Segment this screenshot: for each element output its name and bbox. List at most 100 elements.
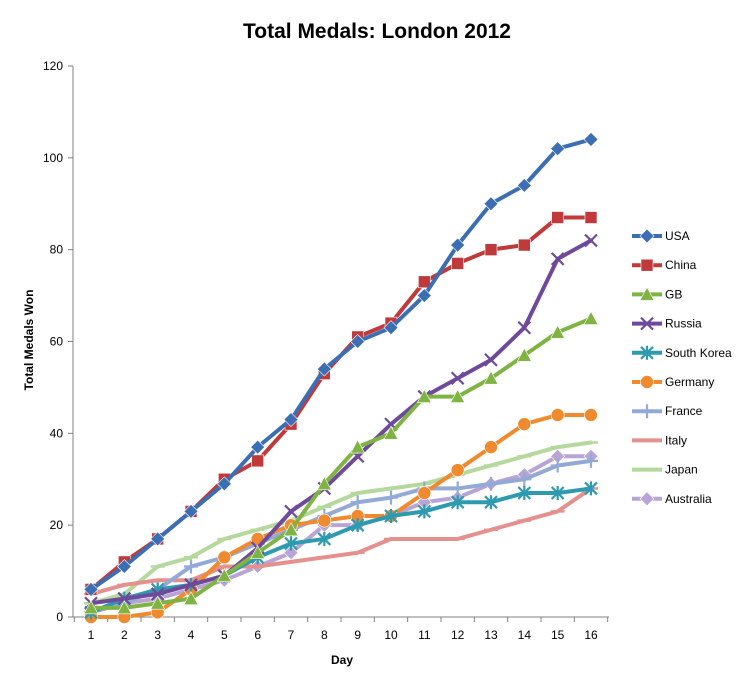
data-point-usa bbox=[283, 412, 299, 427]
data-point-russia bbox=[284, 504, 298, 519]
data-point-gb bbox=[383, 425, 399, 440]
data-point-russia bbox=[117, 591, 132, 606]
data-point-gb bbox=[350, 439, 366, 454]
data-point-china bbox=[518, 238, 531, 252]
legend-item-australia: Australia bbox=[632, 491, 712, 507]
x-tick-label: 14 bbox=[518, 628, 532, 642]
data-point-france bbox=[550, 458, 565, 473]
data-point-russia bbox=[517, 320, 532, 335]
data-point-australia bbox=[283, 545, 299, 561]
y-axis-label: Total Medals Won bbox=[22, 290, 36, 391]
data-point-germany bbox=[484, 440, 498, 454]
data-point-russia bbox=[184, 578, 198, 592]
data-point-south-korea bbox=[417, 504, 432, 519]
y-tick-label: 60 bbox=[50, 335, 64, 349]
data-point-south-korea bbox=[350, 518, 365, 533]
data-point-germany bbox=[517, 417, 532, 431]
legend-item-gb: GB bbox=[632, 286, 682, 301]
legend-swatch-marker bbox=[640, 345, 654, 360]
x-tick-label: 3 bbox=[154, 628, 161, 642]
data-point-usa bbox=[516, 177, 532, 193]
data-point-france bbox=[350, 495, 365, 510]
legend-item-japan: Japan bbox=[632, 463, 698, 477]
x-tick-label: 9 bbox=[354, 628, 361, 642]
data-point-south-korea bbox=[317, 531, 332, 546]
y-tick-label: 20 bbox=[50, 518, 64, 532]
data-point-germany bbox=[317, 513, 332, 528]
data-point-russia bbox=[150, 587, 165, 601]
data-point-south-korea bbox=[550, 486, 565, 501]
data-point-gb bbox=[250, 545, 266, 560]
series-line-usa bbox=[89, 137, 593, 592]
x-axis-label: Day bbox=[331, 653, 353, 667]
legend-label: GB bbox=[665, 287, 682, 301]
data-point-usa bbox=[150, 531, 166, 547]
legend-item-germany: Germany bbox=[632, 375, 714, 389]
data-point-germany bbox=[217, 550, 232, 565]
data-point-france bbox=[584, 453, 598, 468]
data-point-gb bbox=[450, 388, 466, 403]
x-tick-label: 16 bbox=[584, 628, 598, 642]
data-point-usa bbox=[383, 320, 399, 336]
data-point-gb bbox=[216, 568, 232, 582]
legend: USA China GB Russia South Korea Germany France… bbox=[632, 228, 732, 507]
series-line-france bbox=[89, 458, 593, 615]
data-point-usa bbox=[550, 141, 566, 157]
data-point-gb bbox=[150, 595, 166, 610]
data-point-usa bbox=[416, 288, 432, 304]
data-point-south-korea bbox=[450, 495, 465, 510]
data-point-gb bbox=[583, 310, 599, 325]
legend-label: Japan bbox=[665, 463, 698, 477]
chart-title: Total Medals: London 2012 bbox=[243, 20, 511, 43]
data-point-germany bbox=[450, 463, 465, 477]
data-point-russia bbox=[584, 233, 598, 248]
legend-label: Australia bbox=[665, 492, 712, 506]
data-point-usa bbox=[483, 196, 499, 212]
data-point-germany bbox=[550, 408, 565, 422]
data-point-gb bbox=[516, 347, 532, 362]
y-tick-label: 80 bbox=[50, 243, 64, 257]
data-point-china bbox=[584, 211, 598, 224]
data-point-usa bbox=[350, 334, 366, 349]
data-point-usa bbox=[583, 132, 599, 147]
legend-label: Germany bbox=[665, 375, 714, 389]
series-line-italy bbox=[89, 486, 593, 597]
x-tick-label: 11 bbox=[418, 628, 431, 642]
data-point-germany bbox=[417, 486, 432, 500]
x-tick-label: 1 bbox=[88, 628, 95, 642]
data-point-south-korea bbox=[484, 495, 498, 510]
x-tick-label: 7 bbox=[288, 628, 295, 642]
legend-swatch-marker bbox=[640, 375, 654, 389]
x-axis-ticks: 1 2 3 4 5 6 7 8 9 10 11 12 13 14 15 16 bbox=[73, 617, 609, 642]
legend-swatch-marker bbox=[639, 491, 655, 507]
legend-swatch-marker bbox=[640, 258, 654, 272]
data-point-russia bbox=[484, 353, 498, 367]
y-tick-label: 120 bbox=[43, 59, 63, 73]
data-point-russia bbox=[550, 252, 565, 266]
data-point-usa bbox=[250, 439, 266, 455]
series-line-australia bbox=[89, 454, 593, 615]
legend-label: USA bbox=[665, 229, 690, 243]
legend-swatch-marker bbox=[639, 286, 655, 301]
data-point-china bbox=[418, 275, 431, 289]
legend-label: Italy bbox=[665, 433, 687, 447]
legend-swatch-marker bbox=[640, 404, 654, 419]
data-point-russia bbox=[450, 371, 465, 386]
legend-label: South Korea bbox=[665, 346, 732, 360]
x-tick-label: 5 bbox=[221, 628, 228, 642]
data-point-usa bbox=[83, 582, 99, 597]
data-point-france bbox=[517, 472, 532, 487]
data-point-usa bbox=[316, 361, 332, 377]
data-point-china bbox=[251, 454, 264, 468]
data-point-china bbox=[551, 211, 564, 224]
legend-item-italy: Italy bbox=[632, 433, 687, 447]
data-point-gb bbox=[183, 591, 199, 605]
data-point-china bbox=[451, 257, 464, 270]
data-point-south-korea bbox=[384, 508, 398, 523]
data-point-france bbox=[184, 559, 198, 574]
data-point-gb bbox=[316, 476, 332, 491]
legend-item-south-korea: South Korea bbox=[632, 346, 732, 360]
data-point-usa bbox=[116, 559, 132, 574]
data-point-south-korea bbox=[517, 486, 532, 501]
